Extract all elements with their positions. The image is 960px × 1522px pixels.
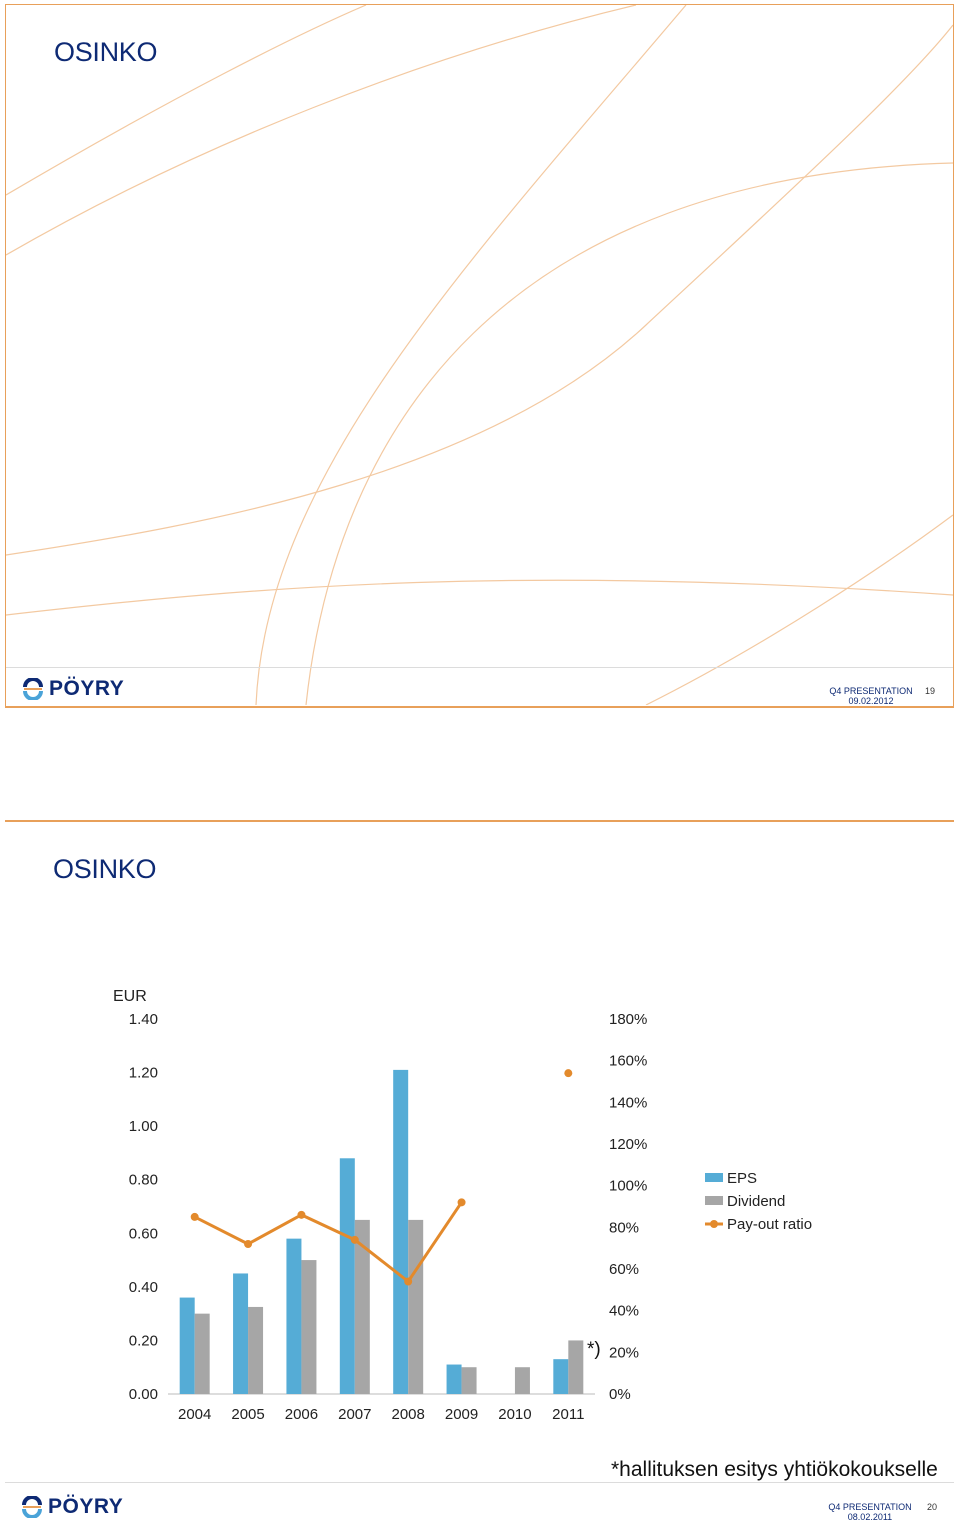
- right-tick-label: 100%: [609, 1178, 647, 1195]
- x-tick-label: 2005: [231, 1406, 264, 1423]
- footnote-marker: *): [587, 1339, 601, 1360]
- payout-point: [297, 1210, 306, 1219]
- footer-divider: [6, 667, 953, 668]
- footer-date: 09.02.2012: [848, 696, 894, 706]
- left-tick-label: 1.20: [129, 1065, 158, 1082]
- left-tick-label: 0.20: [129, 1332, 158, 1349]
- legend-label: Dividend: [727, 1193, 785, 1210]
- poyry-logo-icon: [23, 678, 43, 700]
- page-number: 19: [925, 686, 936, 696]
- dividend-bar: [408, 1219, 424, 1394]
- legend-label: EPS: [727, 1170, 757, 1187]
- payout-point: [564, 1069, 573, 1078]
- x-tick-label: 2009: [445, 1406, 478, 1423]
- footer-label: Q4 PRESENTATION: [829, 686, 913, 696]
- page-title: OSINKO: [54, 37, 158, 67]
- poyry-logo: PÖYRY: [22, 677, 124, 701]
- eps-bar: [233, 1273, 249, 1394]
- left-tick-label: 0.40: [129, 1279, 158, 1296]
- right-tick-label: 180%: [609, 1011, 647, 1028]
- background-decoration: [6, 5, 953, 705]
- payout-point: [457, 1198, 466, 1207]
- legend-swatch: [705, 1173, 723, 1182]
- dividend-bar: [514, 1367, 530, 1394]
- payout-point: [190, 1212, 199, 1221]
- eps-bar: [553, 1359, 569, 1394]
- left-axis: 1.40 1.20 1.00 0.80 0.60 0.40 0.20 0.00: [129, 1011, 158, 1403]
- poyry-logo-icon: [22, 1496, 42, 1518]
- eps-bar: [179, 1297, 195, 1394]
- x-tick-label: 2007: [338, 1406, 371, 1423]
- bar-series: [179, 1069, 584, 1394]
- right-axis: 180% 160% 140% 120% 100% 80% 60% 40% 20% 0%: [609, 1011, 647, 1403]
- right-tick-label: 20%: [609, 1344, 639, 1361]
- dividend-bar: [248, 1306, 264, 1394]
- x-tick-label: 2004: [178, 1406, 211, 1423]
- payout-line-series: [190, 1069, 573, 1286]
- payout-point: [350, 1235, 359, 1244]
- right-tick-label: 80%: [609, 1219, 639, 1236]
- legend-marker: [710, 1220, 718, 1228]
- footer-divider: [5, 1482, 954, 1483]
- x-axis: 2004 2005 2006 2007 2008 2009 2010 2011: [178, 1406, 584, 1423]
- x-tick-label: 2010: [498, 1406, 531, 1423]
- left-tick-label: 0.60: [129, 1225, 158, 1242]
- dividend-bar: [301, 1260, 317, 1394]
- eps-bar: [286, 1238, 302, 1394]
- right-tick-label: 120%: [609, 1136, 647, 1153]
- footnote-text: *hallituksen esitys yhtiökokoukselle: [611, 1458, 938, 1481]
- payout-point: [244, 1240, 253, 1248]
- right-tick-label: 60%: [609, 1261, 639, 1278]
- payout-line: [194, 1201, 463, 1284]
- right-tick-label: 160%: [609, 1053, 647, 1070]
- unit-label: EUR: [113, 988, 147, 1005]
- left-tick-label: 0.00: [129, 1386, 158, 1403]
- chart-legend: EPS Dividend Pay-out ratio: [705, 1170, 812, 1233]
- slide-19: OSINKO PÖYRY Q4 PRESENTATION 09.02.2012 …: [5, 4, 954, 708]
- payout-point: [404, 1277, 413, 1286]
- legend-label: Pay-out ratio: [727, 1216, 812, 1233]
- eps-bar: [446, 1364, 462, 1394]
- right-tick-label: 0%: [609, 1386, 631, 1403]
- x-tick-label: 2006: [285, 1406, 318, 1423]
- left-tick-label: 1.40: [129, 1011, 158, 1028]
- footer-meta: Q4 PRESENTATION 08.02.2011: [825, 1502, 915, 1522]
- footer-date: 08.02.2011: [847, 1512, 893, 1522]
- page-number: 20: [927, 1502, 938, 1512]
- eps-bar: [339, 1158, 355, 1394]
- footer-meta: Q4 PRESENTATION 09.02.2012: [826, 686, 916, 706]
- dividend-bar: [354, 1219, 370, 1394]
- dividend-bar: [194, 1313, 210, 1394]
- legend-swatch: [705, 1196, 723, 1205]
- x-tick-label: 2011: [552, 1406, 584, 1423]
- dividend-chart: EUR 1.40 1.20 1.00 0.80 0.60 0.40 0.20 0.00 180…: [113, 988, 812, 1423]
- x-tick-label: 2008: [392, 1406, 425, 1423]
- eps-bar: [393, 1069, 409, 1394]
- left-tick-label: 0.80: [129, 1172, 158, 1189]
- logo-wordmark: PÖYRY: [49, 677, 125, 700]
- logo-wordmark: PÖYRY: [48, 1495, 124, 1518]
- dividend-bar: [461, 1367, 477, 1394]
- right-tick-label: 40%: [609, 1303, 639, 1320]
- page-title: OSINKO: [53, 854, 157, 884]
- slide-20: OSINKO EUR 1.40 1.20 1.00 0.80 0.60 0.40 0.20 0…: [5, 820, 954, 1522]
- left-tick-label: 1.00: [129, 1118, 158, 1135]
- poyry-logo: PÖYRY: [21, 1495, 123, 1519]
- dividend-bar: [568, 1340, 584, 1394]
- footer-label: Q4 PRESENTATION: [828, 1502, 912, 1512]
- right-tick-label: 140%: [609, 1094, 647, 1111]
